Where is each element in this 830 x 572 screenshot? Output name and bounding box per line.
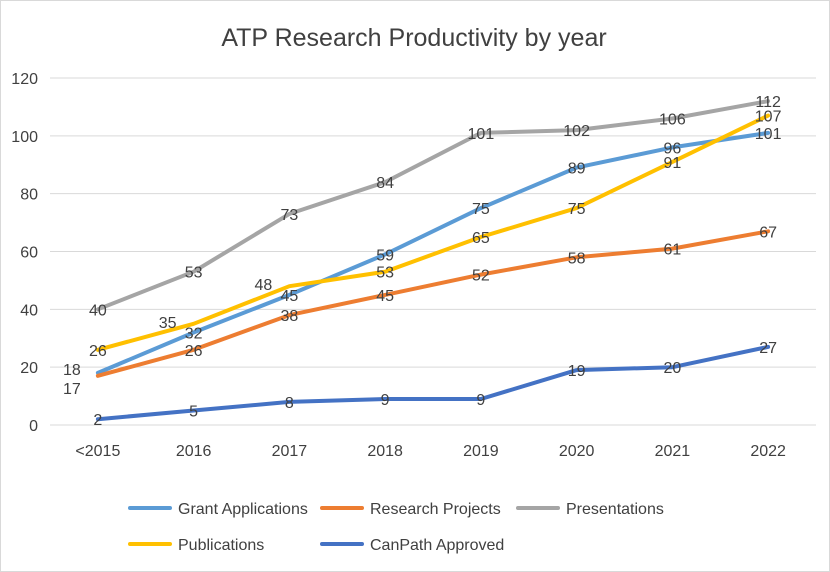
series-lines [95,99,771,422]
data-label: 53 [376,265,394,282]
data-label: 48 [254,277,272,294]
y-tick-label: 60 [20,245,38,262]
data-label: 58 [568,250,586,267]
data-label: 20 [663,360,681,377]
data-label: 27 [759,340,777,357]
gridlines [50,77,816,426]
data-label: 2 [93,412,102,429]
x-tick-label: 2021 [655,443,691,460]
data-label: 67 [759,224,777,241]
data-label: 102 [563,123,590,140]
x-tick-label: 2020 [559,443,595,460]
data-label: 61 [663,242,681,259]
legend: Grant Applications Research Projects Prese… [128,501,664,554]
y-tick-label: 0 [29,418,38,435]
series-line-publications [95,113,771,352]
data-label: 59 [376,247,394,264]
data-label: 91 [663,155,681,172]
series-line-presentations [95,99,771,312]
data-label: 45 [280,288,298,305]
data-label: 26 [89,343,107,360]
y-tick-label: 100 [11,129,38,146]
legend-label: Publications [178,537,264,554]
data-labels: 1832455975899610117263845525861674053738… [63,94,782,429]
data-label: 96 [663,140,681,157]
series-line-canpath-approved [95,344,771,422]
data-label: 32 [185,325,203,342]
data-label: 40 [89,302,107,319]
data-label: 9 [476,392,485,409]
y-tick-label: 120 [11,71,38,88]
data-label: 73 [280,207,298,224]
data-label: 101 [755,126,782,143]
y-tick-label: 80 [20,187,38,204]
data-label: 65 [472,230,490,247]
data-label: 18 [63,362,81,379]
data-label: 106 [659,111,686,128]
data-label: 8 [285,395,294,412]
x-tick-label: 2018 [367,443,403,460]
data-label: 26 [185,343,203,360]
data-label: 17 [63,381,81,398]
x-tick-label: 2017 [272,443,308,460]
data-label: 75 [568,201,586,218]
y-tick-label: 20 [20,360,38,377]
x-axis: <2015 2016 2017 2018 2019 2020 2021 2022 [75,443,786,460]
x-tick-label: 2019 [463,443,499,460]
data-label: 35 [159,315,177,332]
x-tick-label: 2022 [750,443,786,460]
legend-label: CanPath Approved [370,537,504,554]
data-label: 101 [468,126,495,143]
data-label: 45 [376,288,394,305]
data-label: 107 [755,109,782,126]
data-label: 53 [185,265,203,282]
y-axis: 0 20 40 60 80 100 120 [11,71,38,435]
data-label: 52 [472,268,490,285]
legend-label: Presentations [566,501,664,518]
data-label: 84 [376,175,394,192]
legend-label: Research Projects [370,501,501,518]
data-label: 112 [755,94,781,111]
y-tick-label: 40 [20,302,38,319]
chart-title: ATP Research Productivity by year [221,24,606,52]
series-line-grant-applications [95,130,771,375]
data-label: 89 [568,161,586,178]
x-tick-label: <2015 [75,443,120,460]
data-label: 38 [280,308,298,325]
legend-label: Grant Applications [178,501,308,518]
x-tick-label: 2016 [176,443,212,460]
series-line-research-projects [95,229,771,378]
data-label: 9 [381,392,390,409]
data-label: 75 [472,201,490,218]
data-label: 19 [568,363,586,380]
data-label: 5 [189,404,198,421]
